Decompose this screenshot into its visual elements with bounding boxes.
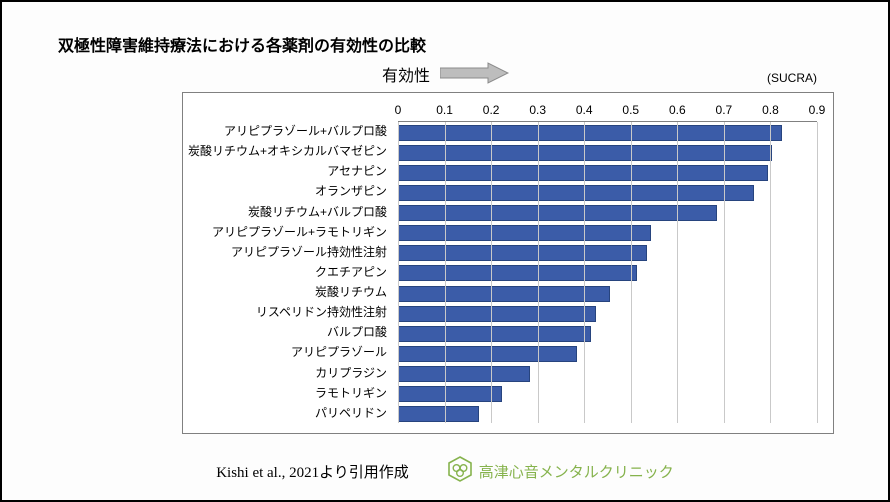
x-tick-label: 0.3 [529,103,546,117]
x-tick-label: 0.2 [483,103,500,117]
category-label: アリピプラゾール持効性注射 [183,244,393,260]
grid-line [724,122,725,423]
grid-line [398,122,399,423]
footer: Kishi et al., 2021より引用作成 高津心音メンタルクリニック [2,456,888,486]
bar-row [398,385,817,401]
category-label: ラモトリギン [183,385,393,401]
x-tick-label: 0.5 [622,103,639,117]
bar-row [398,124,817,140]
bar [398,286,610,302]
bar-row [398,144,817,160]
arrow-shape [440,63,508,83]
bar-row [398,264,817,280]
grid-line [631,122,632,423]
arrow-svg [440,62,510,84]
arrow-right-icon [440,62,510,89]
clinic-branding: 高津心音メンタルクリニック [447,456,674,486]
clinic-logo-icon [447,456,473,486]
category-label: オランザピン [183,183,393,199]
bar-row [398,164,817,180]
x-tick-label: 0.6 [669,103,686,117]
bar [398,326,591,342]
category-label: バルプロ酸 [183,324,393,340]
slide-title: 双極性障害維持療法における各薬剤の有効性の比較 [58,32,426,56]
x-tick-label: 0.1 [436,103,453,117]
bar [398,306,596,322]
category-label: 炭酸リチウム [183,284,393,300]
bar [398,165,768,181]
grid-line [445,122,446,423]
x-tick-label: 0 [395,103,402,117]
x-tick-label: 0.4 [576,103,593,117]
grid-line [817,122,818,423]
bar-row [398,345,817,361]
bar-row [398,305,817,321]
chart-area: (SUCRA) 00.10.20.30.40.50.60.70.80.9 アリピ… [182,92,834,434]
bar [398,265,637,281]
bar-row [398,184,817,200]
x-tick-label: 0.9 [809,103,826,117]
category-label: リスペリドン持効性注射 [183,304,393,320]
x-tick-label: 0.8 [762,103,779,117]
category-label: クエチアピン [183,264,393,280]
bar-row [398,204,817,220]
bar [398,225,651,241]
bars-container [398,122,817,423]
bar-row [398,325,817,341]
citation-text: Kishi et al., 2021より引用作成 [216,461,409,482]
bar [398,386,502,402]
x-tick-label: 0.7 [716,103,733,117]
slide-frame: 双極性障害維持療法における各薬剤の有効性の比較 有効性 (SUCRA) 0 0.1… [0,0,890,502]
category-label: アリピプラゾール+ラモトリギン [183,224,393,240]
bar-row [398,405,817,421]
bar [398,245,647,261]
category-label: パリペリドン [183,405,393,421]
bar [398,406,479,422]
category-label: アセナピン [183,163,393,179]
bar-row [398,224,817,240]
bar [398,145,772,161]
bar [398,205,717,221]
bar-row [398,285,817,301]
grid-line [538,122,539,423]
bar [398,185,754,201]
bar [398,366,530,382]
y-axis-labels: アリピプラゾール+バルプロ酸炭酸リチウム+オキシカルバマゼピンアセナピンオランザ… [183,121,393,423]
clinic-name: 高津心音メンタルクリニック [479,461,674,482]
x-axis: 00.10.20.30.40.50.60.70.80.9 [398,97,817,121]
category-label: 炭酸リチウム+バルプロ酸 [183,204,393,220]
grid-line [677,122,678,423]
grid-line [584,122,585,423]
grid-line [491,122,492,423]
efficacy-label: 有効性 [382,62,430,86]
category-label: カリプラジン [183,365,393,381]
bar-row [398,365,817,381]
grid-line [770,122,771,423]
category-label: アリピプラゾール+バルプロ酸 [183,123,393,139]
category-label: 炭酸リチウム+オキシカルバマゼピン [183,143,393,159]
bar [398,346,577,362]
sucra-label: (SUCRA) [767,71,817,85]
bar-row [398,244,817,260]
category-label: アリピプラゾール [183,344,393,360]
plot-area [398,121,817,423]
